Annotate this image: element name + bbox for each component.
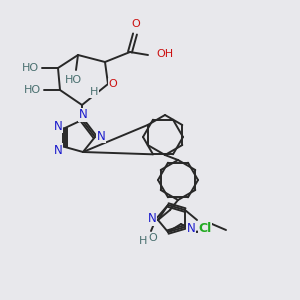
Text: Cl: Cl — [198, 221, 212, 235]
Text: O: O — [132, 19, 140, 29]
Text: H: H — [90, 87, 98, 97]
Text: O: O — [109, 79, 117, 89]
Text: N: N — [97, 130, 105, 142]
Text: H: H — [139, 236, 147, 246]
Text: H: H — [156, 50, 164, 60]
Text: N: N — [148, 212, 156, 226]
Text: HO: HO — [23, 85, 40, 95]
Text: HO: HO — [21, 63, 39, 73]
Text: O: O — [148, 233, 158, 243]
Text: N: N — [54, 143, 62, 157]
Text: N: N — [79, 109, 87, 122]
Text: N: N — [187, 221, 195, 235]
Text: N: N — [54, 119, 62, 133]
Text: OH: OH — [156, 49, 173, 59]
Text: HO: HO — [64, 75, 82, 85]
